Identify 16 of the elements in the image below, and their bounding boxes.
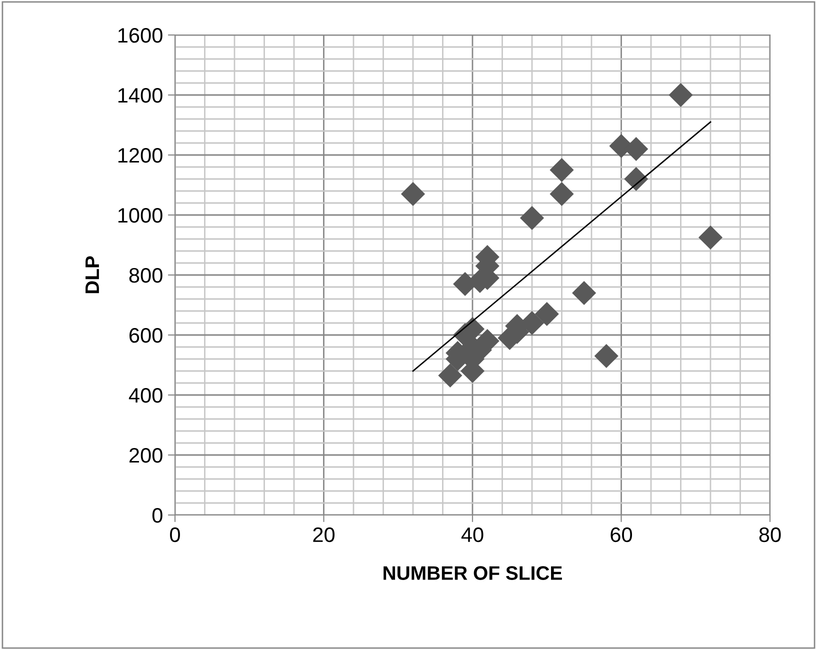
y-tick-label: 800 [129, 268, 162, 283]
y-tick-label: 200 [129, 448, 162, 463]
y-tick-label: 0 [152, 508, 162, 523]
y-tick-label: 1400 [118, 88, 162, 103]
x-tick-label: 60 [610, 527, 632, 542]
y-tick-label: 1600 [118, 28, 162, 43]
y-tick-label: 1200 [118, 148, 162, 163]
y-axis-title: DLP [86, 256, 99, 294]
x-tick-label: 0 [170, 527, 180, 542]
y-tick-label: 400 [128, 388, 162, 403]
x-axis-title: NUMBER OF SLICE [384, 566, 562, 580]
x-tick-label: 20 [313, 527, 335, 542]
y-tick-label: 1000 [118, 208, 162, 223]
x-tick-label: 40 [461, 527, 484, 542]
x-tick-label: 80 [759, 527, 781, 542]
y-tick-label: 600 [129, 328, 162, 343]
